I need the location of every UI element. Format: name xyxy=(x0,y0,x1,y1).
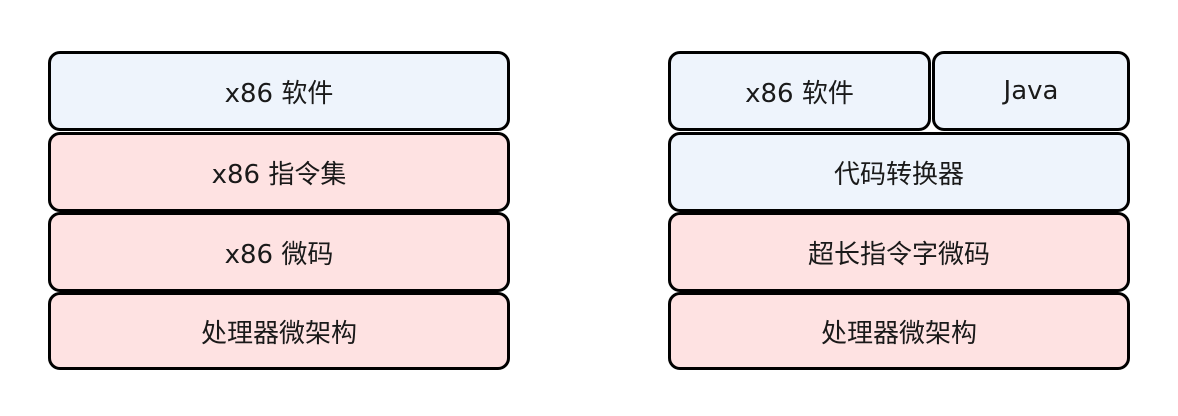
right-code-translator-label: 代码转换器 xyxy=(833,159,964,190)
left-microarchitecture-label: 处理器微架构 xyxy=(200,318,357,349)
right-code-translator-layer: 代码转换器 xyxy=(668,132,1130,212)
right-x86-software-layer: x86 软件 xyxy=(668,51,931,131)
left-microarchitecture-layer: 处理器微架构 xyxy=(48,292,510,370)
left-x86-isa-label: x86 指令集 xyxy=(211,159,347,190)
left-x86-software-label: x86 软件 xyxy=(224,78,334,109)
right-java-layer: Java xyxy=(932,51,1130,131)
left-x86-isa-layer: x86 指令集 xyxy=(48,132,510,212)
right-microarchitecture-layer: 处理器微架构 xyxy=(668,292,1130,370)
right-microarchitecture-label: 处理器微架构 xyxy=(820,318,977,349)
right-java-label: Java xyxy=(1003,76,1059,106)
left-x86-software-layer: x86 软件 xyxy=(48,51,510,131)
right-vliw-microcode-label: 超长指令字微码 xyxy=(807,239,990,270)
left-x86-microcode-label: x86 微码 xyxy=(224,239,334,270)
left-x86-microcode-layer: x86 微码 xyxy=(48,212,510,292)
right-vliw-microcode-layer: 超长指令字微码 xyxy=(668,212,1130,292)
right-x86-software-label: x86 软件 xyxy=(745,78,854,109)
